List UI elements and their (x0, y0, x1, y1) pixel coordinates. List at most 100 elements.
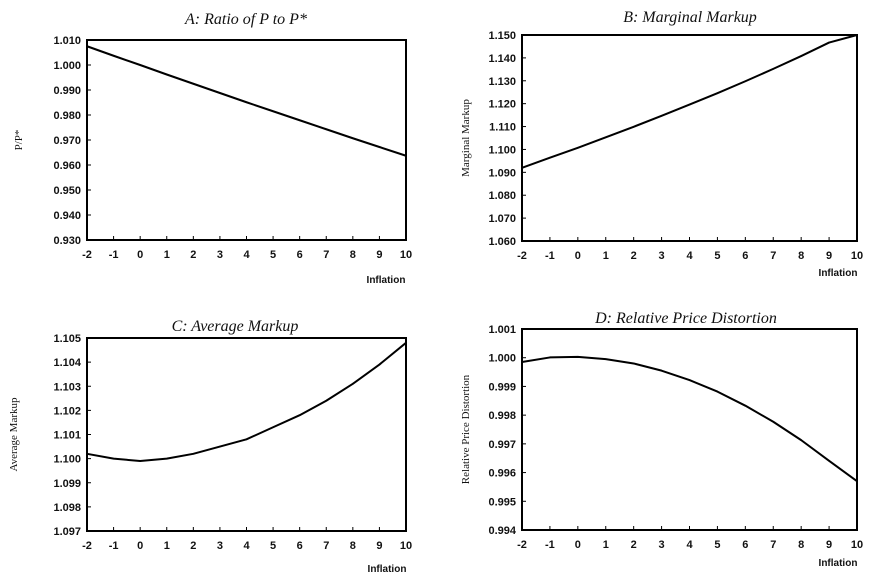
y-axis-label: Marginal Markup (460, 99, 472, 177)
data-point (245, 101, 248, 104)
series-line (521, 34, 858, 169)
x-tick-label: 5 (270, 249, 276, 261)
data-point (272, 110, 274, 113)
data-point (352, 137, 354, 140)
y-tick-label: 0.998 (488, 410, 516, 422)
data-point (298, 414, 301, 417)
data-point (688, 103, 691, 106)
chart-title: D: Relative Price Distortion (594, 310, 777, 327)
x-tick-label: 5 (270, 540, 276, 552)
y-tick-label: 0.980 (53, 110, 81, 122)
x-tick-label: 9 (376, 540, 382, 552)
x-tick-label: 7 (770, 250, 776, 262)
data-point (378, 146, 381, 148)
data-point (604, 358, 607, 360)
x-axis-label: Inflation (368, 564, 407, 575)
data-point (744, 404, 747, 407)
x-tick-label: -2 (82, 540, 92, 552)
data-point (112, 54, 115, 57)
x-tick-label: 7 (323, 249, 329, 261)
y-tick-label: 1.140 (488, 53, 516, 65)
data-point (800, 55, 802, 57)
y-tick-label: 0.970 (53, 135, 81, 147)
data-point (856, 34, 858, 36)
x-tick-label: -1 (545, 250, 555, 262)
x-tick-label: 4 (686, 539, 693, 551)
x-tick-label: 0 (575, 250, 581, 262)
x-tick-label: 1 (603, 250, 609, 262)
x-tick-label: 3 (217, 540, 223, 552)
y-tick-label: 1.098 (53, 502, 81, 514)
x-tick-label: 0 (137, 540, 143, 552)
data-point (405, 154, 407, 157)
x-tick-label: -1 (545, 539, 555, 551)
data-point (828, 460, 830, 462)
x-tick-label: 7 (770, 539, 776, 551)
y-tick-label: 1.090 (488, 167, 516, 179)
y-tick-label: 1.080 (488, 190, 516, 202)
x-tick-label: 2 (631, 539, 637, 551)
data-point (219, 92, 221, 94)
x-tick-label: 2 (190, 540, 196, 552)
plot-frame (86, 337, 407, 532)
data-point (405, 342, 407, 344)
data-point (772, 68, 775, 70)
data-point (192, 453, 195, 455)
data-point (219, 445, 221, 448)
panel-a-ratio-p-to-pstar: A: Ratio of P to P* P/P* 1.010 1.000 0.990 0.… (13, 11, 412, 286)
plot-frame (521, 328, 858, 531)
x-tick-label: 3 (659, 250, 665, 262)
data-point (828, 41, 830, 44)
chart-title: A: Ratio of P to P* (184, 11, 307, 28)
data-point (378, 363, 381, 366)
y-axis-label: P/P* (13, 130, 25, 151)
plot-frame (86, 39, 407, 241)
x-tick-label: 0 (137, 249, 143, 261)
x-tick-label: 3 (659, 539, 665, 551)
x-axis-label: Inflation (367, 275, 406, 286)
x-tick-label: 5 (714, 250, 720, 262)
x-tick-label: -1 (109, 540, 119, 552)
y-tick-label: 1.070 (488, 213, 516, 225)
x-tick-label: 8 (350, 540, 356, 552)
y-tick-label: 1.110 (489, 122, 516, 134)
y-tick-label: 1.060 (488, 236, 516, 248)
y-tick-label: 0.994 (488, 525, 516, 537)
x-tick-label: 8 (350, 249, 356, 261)
data-point (660, 369, 663, 372)
x-tick-label: 8 (798, 539, 804, 551)
x-tick-label: 9 (826, 250, 832, 262)
y-tick-label: 0.997 (488, 439, 516, 451)
y-tick-label: 0.999 (488, 381, 516, 393)
x-tick-label: 3 (217, 249, 223, 261)
data-point (632, 125, 635, 128)
plot-frame (521, 34, 858, 242)
data-point (744, 80, 747, 83)
data-point (192, 82, 195, 85)
data-point (86, 453, 88, 455)
x-axis-label: Inflation (819, 558, 858, 569)
data-point (272, 426, 274, 429)
data-point (139, 460, 141, 462)
y-tick-label: 1.101 (53, 430, 81, 442)
y-tick-label: 1.130 (488, 76, 516, 88)
y-tick-label: 1.100 (488, 144, 516, 156)
x-tick-label: 7 (323, 540, 329, 552)
x-tick-label: 6 (742, 539, 748, 551)
y-tick-label: 1.099 (53, 478, 81, 490)
series-line (86, 45, 407, 157)
data-point (245, 438, 248, 441)
y-tick-label: 1.010 (53, 35, 81, 47)
y-tick-label: 1.102 (53, 405, 81, 417)
x-tick-label: -2 (82, 249, 92, 261)
y-tick-label: 1.000 (53, 60, 81, 72)
data-point (716, 92, 719, 94)
x-tick-label: 10 (400, 249, 412, 261)
x-tick-label: -2 (517, 250, 527, 262)
y-tick-label: 1.001 (488, 324, 516, 336)
chart-title: B: Marginal Markup (623, 9, 757, 26)
x-tick-label: 8 (798, 250, 804, 262)
x-tick-label: 10 (400, 540, 412, 552)
y-tick-label: 1.103 (53, 381, 81, 393)
data-point (112, 457, 115, 460)
